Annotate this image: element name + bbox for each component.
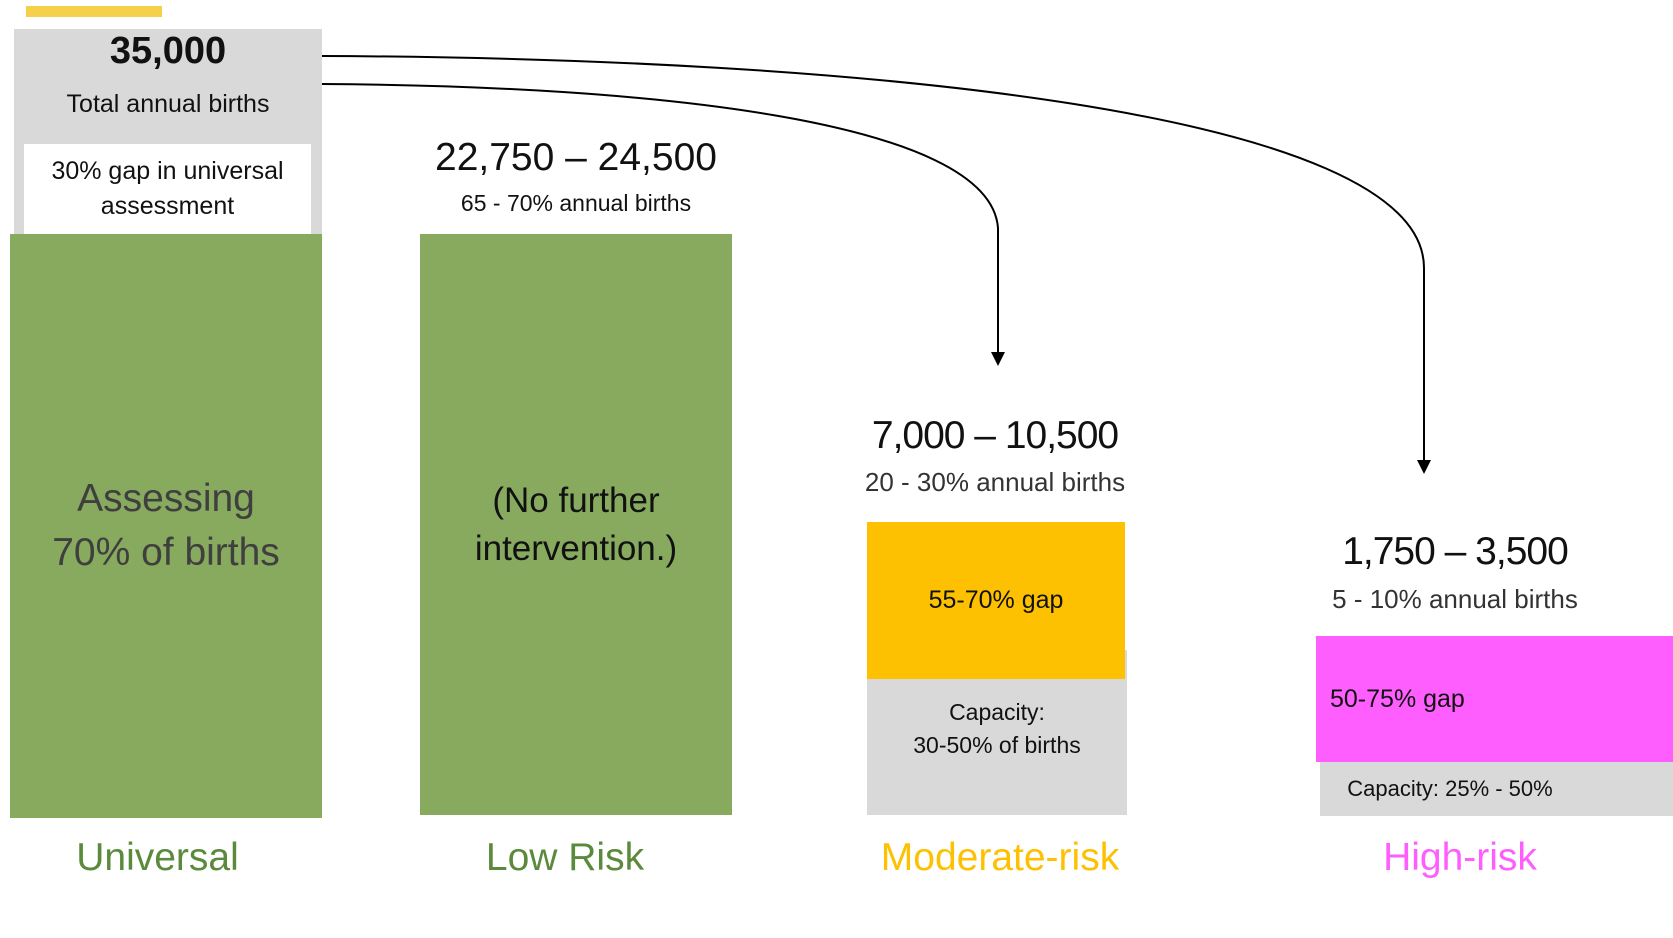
category-low-risk: Low Risk xyxy=(485,836,645,879)
universal-gap-box: 30% gap in universal assessment xyxy=(24,144,311,234)
high-risk-gap-box: 50-75% gap xyxy=(1316,636,1673,762)
high-risk-range: 1,750 – 3,500 xyxy=(1342,530,1569,573)
low-risk-range: 22,750 – 24,500 xyxy=(435,136,717,179)
moderate-risk-capacity: Capacity: 30-50% of births xyxy=(867,696,1127,762)
moderate-risk-gap-box: 55-70% gap xyxy=(867,522,1125,679)
high-risk-percent: 5 - 10% annual births xyxy=(1332,584,1578,614)
moderate-capacity-line-2: 30-50% of births xyxy=(913,732,1081,758)
low-risk-body-line-2: intervention.) xyxy=(474,528,678,568)
high-risk-capacity-box xyxy=(1320,760,1673,816)
low-risk-percent: 65 - 70% annual births xyxy=(460,190,692,216)
moderate-risk-percent: 20 - 30% annual births xyxy=(864,467,1126,497)
arrowhead-moderate-risk xyxy=(991,352,1005,366)
arrow-to-moderate-risk xyxy=(321,83,999,352)
assessing-line-1: Assessing xyxy=(77,477,255,520)
total-births-label: Total annual births xyxy=(66,90,270,118)
low-risk-body-line-1: (No further xyxy=(492,480,660,520)
universal-assessing-bar: Assessing 70% of births xyxy=(10,234,322,818)
moderate-risk-range: 7,000 – 10,500 xyxy=(871,414,1119,457)
total-births-value: 35,000 xyxy=(109,30,227,72)
assessing-line-2: 70% of births xyxy=(52,531,280,574)
moderate-capacity-line-1: Capacity: xyxy=(949,699,1045,725)
high-risk-capacity: Capacity: 25% - 50% xyxy=(1347,776,1553,801)
high-risk-gap-label: 50-75% gap xyxy=(1330,684,1465,713)
category-moderate-risk: Moderate-risk xyxy=(880,836,1120,879)
arrowhead-high-risk xyxy=(1417,460,1431,474)
category-high-risk: High-risk xyxy=(1383,836,1537,879)
category-universal: Universal xyxy=(76,836,239,879)
arrow-to-high-risk xyxy=(321,55,1425,460)
accent-bar xyxy=(26,6,162,17)
low-risk-bar: (No further intervention.) xyxy=(420,234,732,815)
